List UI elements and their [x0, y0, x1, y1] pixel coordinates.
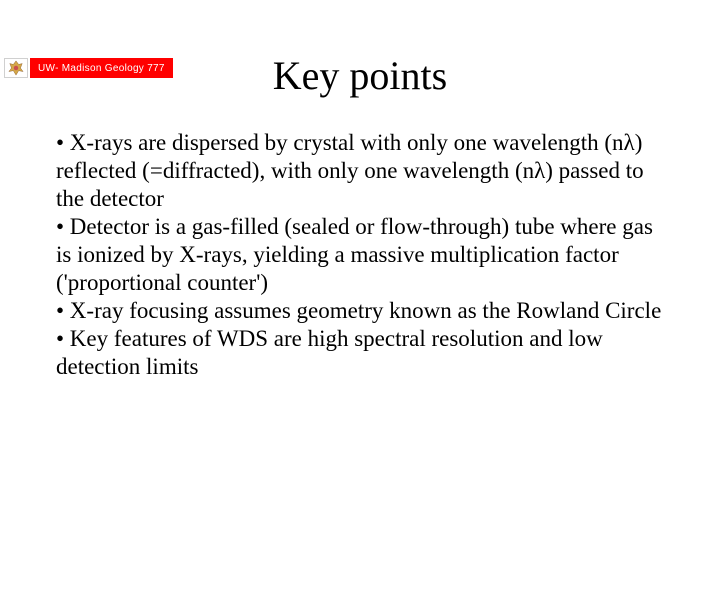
bullet-item: • X-ray focusing assumes geometry known … — [56, 297, 664, 325]
header-label: UW- Madison Geology 777 — [30, 58, 173, 78]
uw-crest-icon — [4, 58, 28, 78]
bullet-list: • X-rays are dispersed by crystal with o… — [56, 129, 664, 381]
bullet-item: • X-rays are dispersed by crystal with o… — [56, 129, 664, 213]
bullet-item: • Key features of WDS are high spectral … — [56, 325, 664, 381]
header-bar: UW- Madison Geology 777 — [4, 58, 173, 78]
bullet-item: • Detector is a gas-filled (sealed or fl… — [56, 213, 664, 297]
